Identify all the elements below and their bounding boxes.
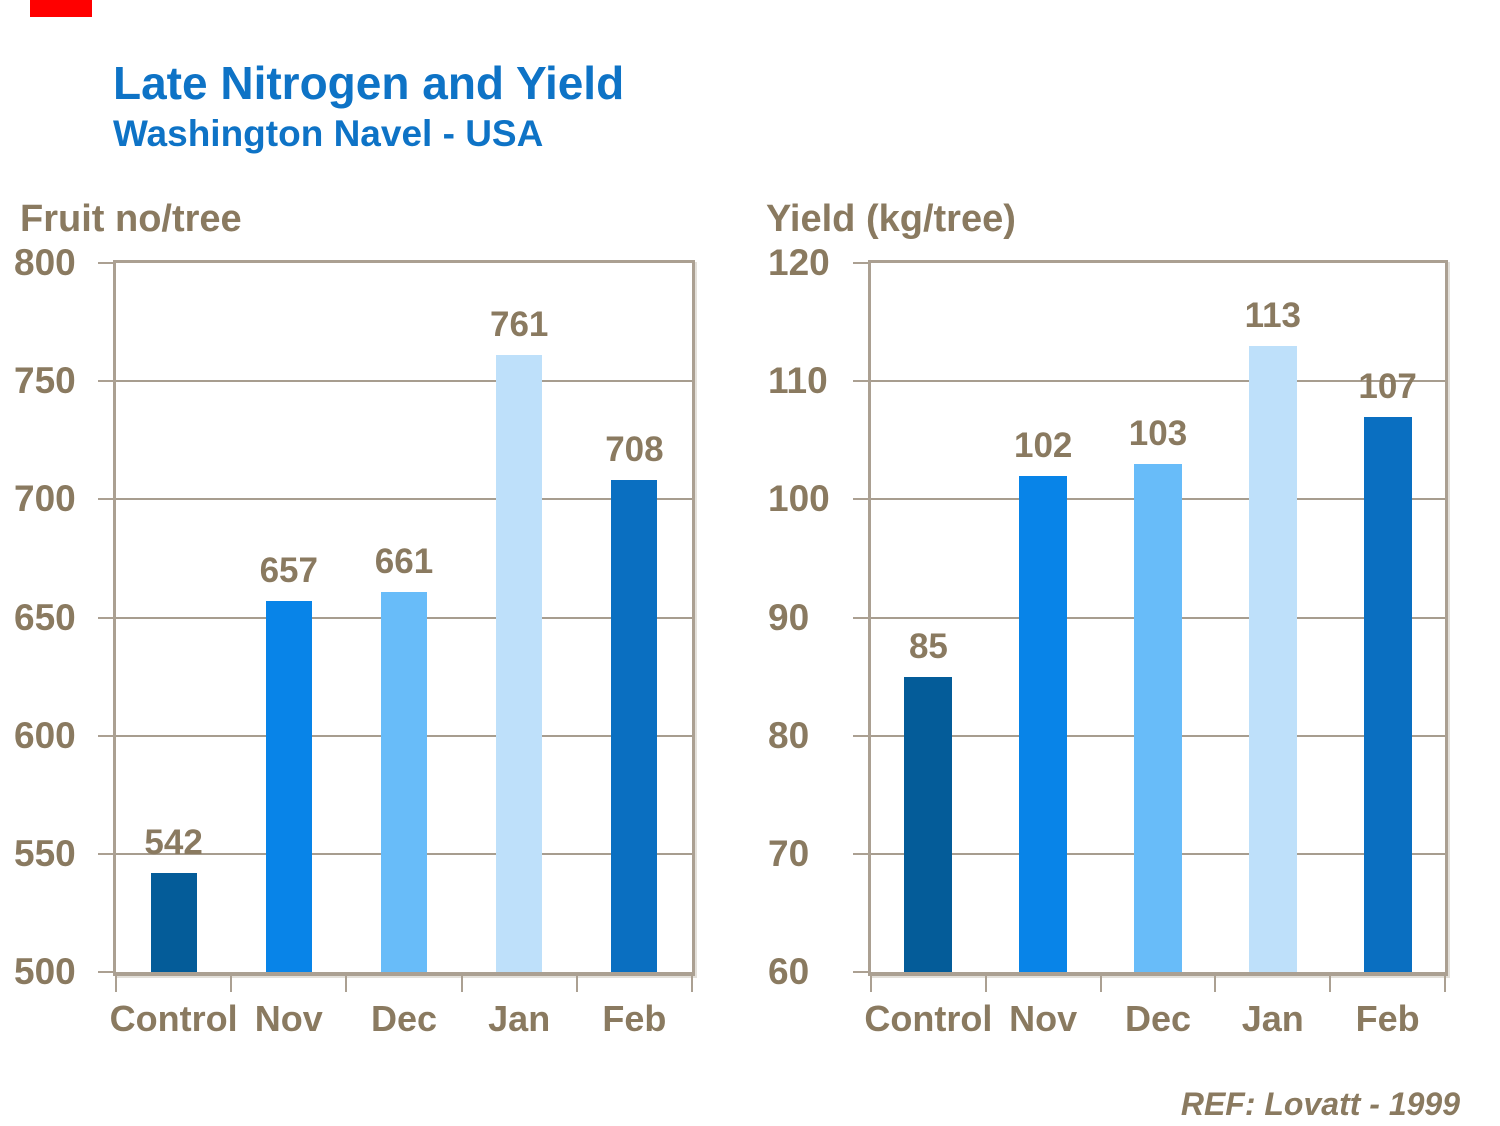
y-axis-tick-mark bbox=[98, 380, 113, 383]
x-axis-label-control: Control bbox=[864, 998, 993, 1039]
x-axis-tick-mark bbox=[1329, 976, 1332, 992]
bar-value-label: 102 bbox=[1013, 425, 1073, 465]
bar-value-label: 103 bbox=[1128, 413, 1188, 453]
x-axis-tick-mark bbox=[1444, 976, 1446, 992]
y-axis-tick-label: 650 bbox=[14, 596, 76, 638]
x-axis-tick-mark bbox=[870, 976, 872, 992]
y-axis-tick-label: 80 bbox=[768, 714, 810, 756]
bar-feb bbox=[611, 480, 658, 972]
x-axis-tick-mark bbox=[460, 976, 463, 992]
bar-jan bbox=[1248, 345, 1297, 972]
slide-subtitle: Washington Navel - USA bbox=[113, 113, 544, 154]
x-axis-label-nov: Nov bbox=[254, 998, 323, 1039]
bar-nov bbox=[1019, 475, 1068, 972]
bar-feb bbox=[1363, 416, 1412, 972]
bar-value-label: 661 bbox=[374, 541, 434, 581]
y-axis-tick-mark bbox=[853, 971, 868, 973]
bar-value-label: 761 bbox=[489, 305, 549, 345]
plot-area: 85 102 103 113 107 bbox=[868, 260, 1448, 976]
x-axis-label-nov: Nov bbox=[1009, 998, 1078, 1039]
x-axis-tick-mark bbox=[1214, 976, 1217, 992]
y-axis-tick-mark bbox=[98, 734, 113, 737]
y-axis-title: Fruit no/tree bbox=[20, 198, 242, 240]
x-axis-tick-mark bbox=[1099, 976, 1102, 992]
x-axis-label-dec: Dec bbox=[1124, 998, 1192, 1039]
bar-value-label: 107 bbox=[1358, 366, 1417, 406]
bar-value-label: 113 bbox=[1244, 295, 1302, 335]
y-axis-title: Yield (kg/tree) bbox=[766, 198, 1016, 240]
bar-value-label: 708 bbox=[605, 430, 664, 470]
y-axis-tick-mark bbox=[853, 498, 868, 501]
y-axis-tick-label: 750 bbox=[14, 360, 76, 402]
y-axis-tick-mark bbox=[98, 616, 113, 619]
y-axis-tick-label: 60 bbox=[768, 951, 810, 992]
bar-value-label: 85 bbox=[908, 626, 948, 666]
bar-control bbox=[150, 872, 197, 972]
gridline bbox=[116, 380, 692, 383]
red-accent-bar bbox=[30, 0, 92, 17]
bar-jan bbox=[496, 355, 543, 972]
slide-title: Late Nitrogen and Yield bbox=[113, 57, 625, 109]
bar-dec bbox=[1134, 463, 1182, 972]
x-axis-label-feb: Feb bbox=[602, 998, 667, 1039]
x-axis-tick-mark bbox=[115, 976, 117, 992]
y-axis-tick-mark bbox=[98, 262, 113, 264]
x-axis-tick-mark bbox=[230, 976, 233, 992]
x-axis-tick-mark bbox=[575, 976, 578, 992]
y-axis-tick-label: 70 bbox=[768, 832, 810, 874]
x-axis-label-control: Control bbox=[109, 998, 238, 1039]
x-axis-label-feb: Feb bbox=[1355, 998, 1420, 1039]
x-axis-label-dec: Dec bbox=[370, 998, 438, 1039]
y-axis-tick-label: 550 bbox=[14, 832, 76, 874]
bar-nov bbox=[265, 600, 312, 972]
y-axis-tick-mark bbox=[853, 852, 868, 855]
y-axis-tick-label: 120 bbox=[768, 242, 830, 283]
bar-value-label: 542 bbox=[144, 822, 203, 862]
y-axis-tick-mark bbox=[98, 852, 113, 855]
yield-per-tree-chart: Yield (kg/tree) 85 102 103 113 107 60 70 80 90 1… bbox=[750, 196, 1500, 1086]
fruit-per-tree-chart: Fruit no/tree 542 657 661 761 708 500 550 600 6… bbox=[0, 196, 730, 1086]
y-axis-tick-mark bbox=[853, 734, 868, 737]
y-axis-tick-label: 100 bbox=[768, 478, 830, 520]
x-axis-tick-mark bbox=[691, 976, 693, 992]
x-axis-label-jan: Jan bbox=[1241, 998, 1304, 1039]
y-axis-tick-label: 500 bbox=[14, 951, 76, 992]
y-axis-tick-label: 110 bbox=[768, 360, 828, 402]
y-axis-tick-mark bbox=[853, 380, 868, 383]
x-axis-tick-mark bbox=[345, 976, 348, 992]
gridline bbox=[116, 498, 692, 501]
reference-text: REF: Lovatt - 1999 bbox=[1180, 1086, 1460, 1122]
y-axis-tick-label: 90 bbox=[768, 596, 810, 638]
y-axis-tick-mark bbox=[98, 971, 113, 973]
y-axis-tick-label: 700 bbox=[14, 478, 76, 520]
bar-value-label: 657 bbox=[259, 550, 318, 590]
y-axis-tick-mark bbox=[853, 616, 868, 619]
bar-dec bbox=[381, 591, 427, 972]
y-axis-tick-label: 800 bbox=[14, 242, 76, 283]
bar-control bbox=[904, 676, 953, 972]
y-axis-tick-mark bbox=[98, 498, 113, 501]
plot-area: 542 657 661 761 708 bbox=[113, 260, 695, 976]
gridline bbox=[871, 380, 1445, 383]
x-axis-label-jan: Jan bbox=[488, 998, 551, 1039]
y-axis-tick-label: 600 bbox=[14, 714, 76, 756]
y-axis-tick-mark bbox=[853, 262, 868, 264]
x-axis-tick-mark bbox=[984, 976, 987, 992]
